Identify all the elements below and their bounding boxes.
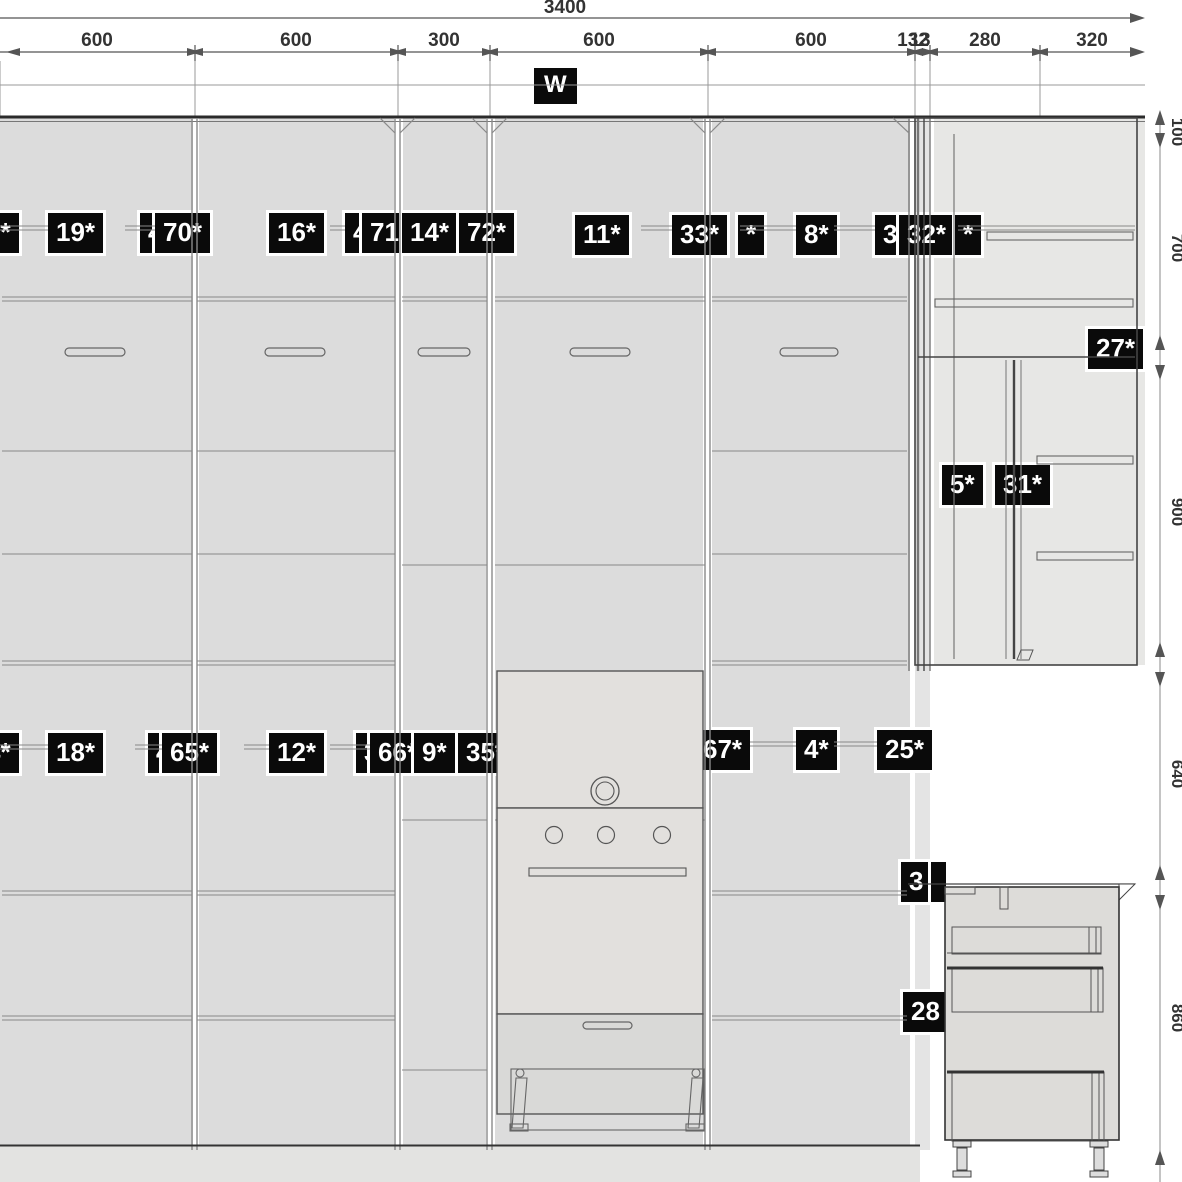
svg-text:300: 300 — [428, 30, 460, 51]
svg-text:700: 700 — [1168, 234, 1182, 262]
svg-text:900: 900 — [1168, 498, 1182, 526]
svg-text:600: 600 — [280, 30, 312, 51]
svg-text:100: 100 — [1168, 118, 1182, 146]
svg-text:600: 600 — [81, 30, 113, 51]
svg-text:600: 600 — [795, 30, 827, 51]
svg-text:280: 280 — [969, 30, 1001, 51]
svg-text:640: 640 — [1168, 760, 1182, 788]
svg-text:860: 860 — [1168, 1004, 1182, 1032]
svg-text:3400: 3400 — [544, 0, 586, 18]
svg-text:13: 13 — [909, 30, 930, 51]
svg-text:600: 600 — [583, 30, 615, 51]
svg-text:320: 320 — [1076, 30, 1108, 51]
